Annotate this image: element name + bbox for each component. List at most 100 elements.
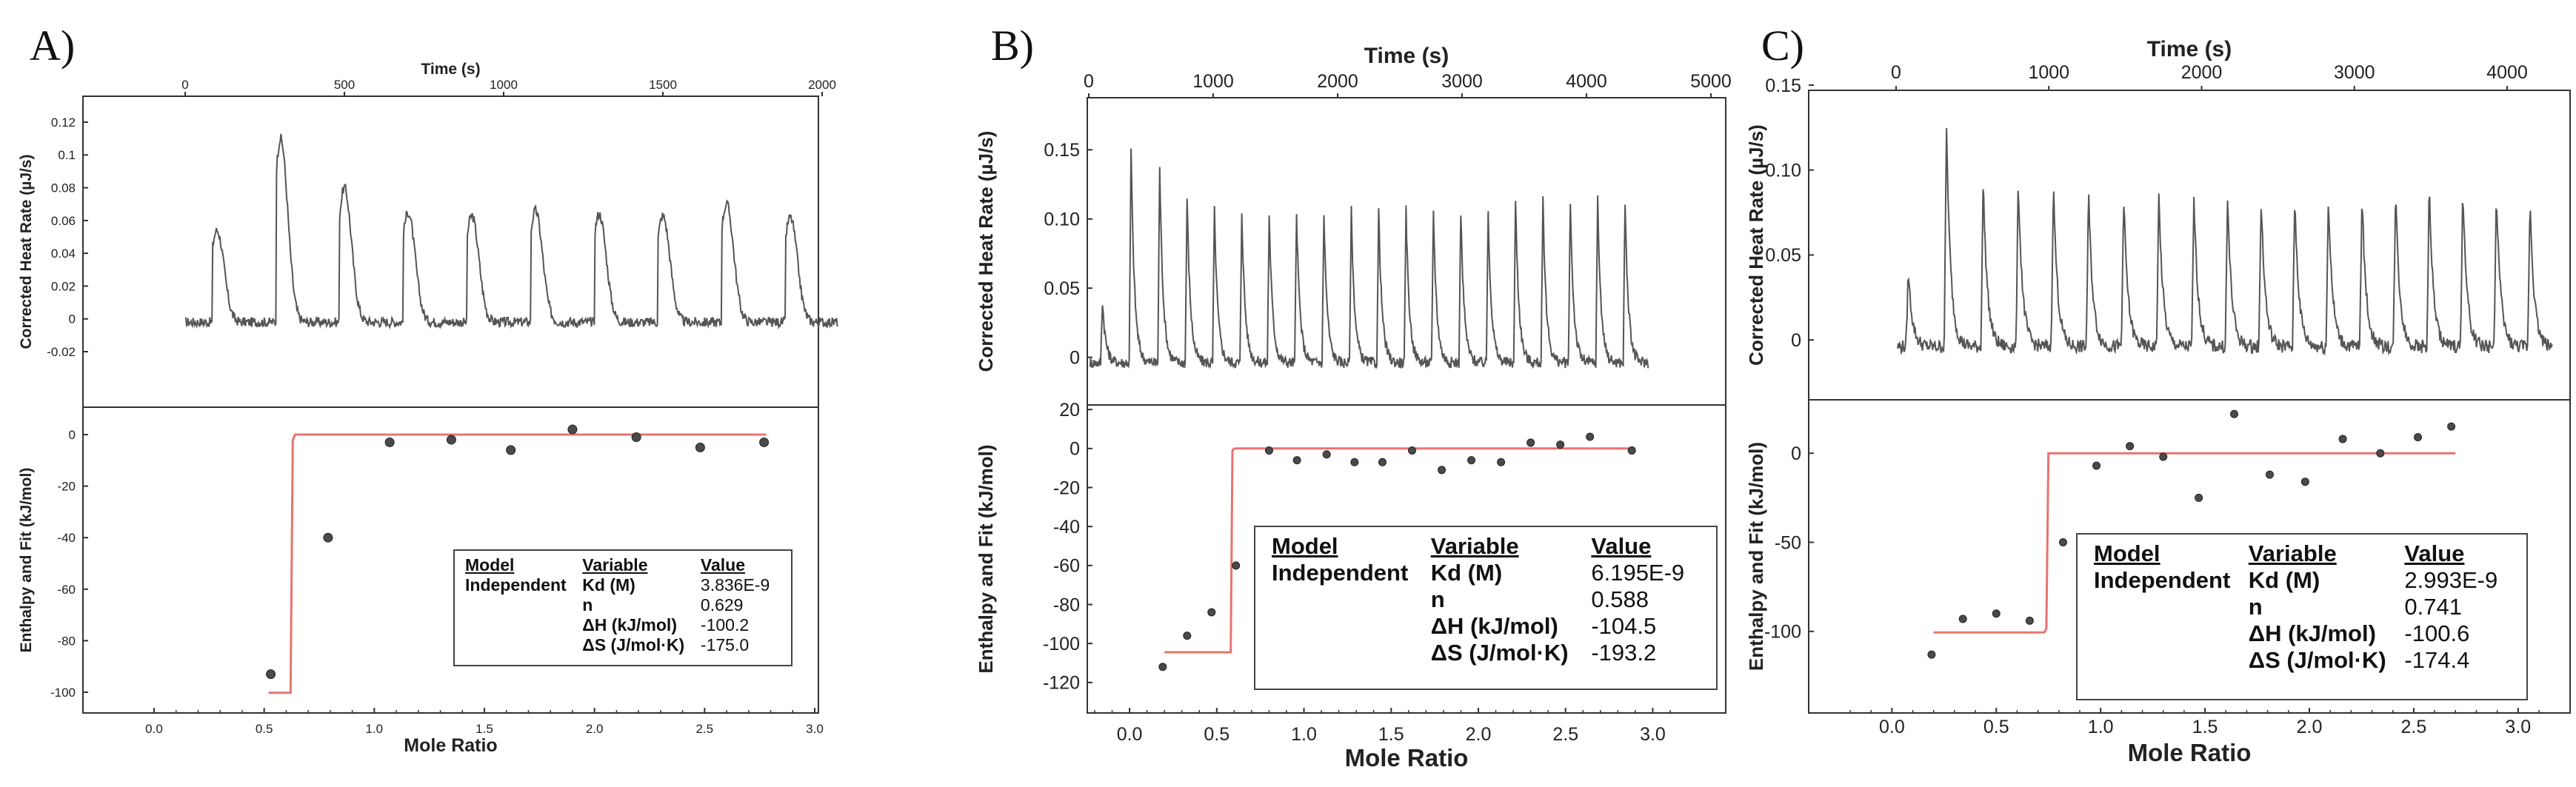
enthalpy-data-point [1232,561,1241,570]
bottom-y-tick-label: -80 [57,634,76,648]
bottom-x-tick-label: 0.5 [1983,717,2009,737]
table-variable: ΔS (J/mol·K) [582,635,685,654]
table-header-value: Value [1591,533,1652,559]
plot-frame [1808,90,2571,714]
enthalpy-data-point [2092,461,2101,470]
top-x-tick-label: 5000 [1690,71,1732,92]
top-y-tick-label: 0.05 [1044,278,1080,299]
enthalpy-data-point [1292,456,1301,465]
enthalpy-data-point [1497,458,1506,466]
top-x-tick-label: 0 [1891,62,1901,83]
table-value: -175.0 [700,635,750,654]
table-variable: Kd (M) [582,575,635,595]
enthalpy-data-point [384,437,395,447]
table-variable: n [2248,594,2263,620]
bottom-y-tick-label: 20 [1059,400,1080,421]
enthalpy-data-point [695,442,705,452]
top-x-tick-label: 3000 [2334,62,2375,83]
panel-label-a: A) [30,21,76,70]
top-y-axis-title: Corrected Heat Rate (µJ/s) [975,131,997,372]
bottom-x-tick-label: 1.0 [2088,717,2114,737]
table-variable: Kd (M) [1430,560,1503,586]
table-variable: ΔH (kJ/mol) [2248,620,2376,646]
top-y-tick-label: 0.06 [51,214,76,228]
top-x-tick-label: 1500 [649,78,677,92]
top-y-tick-label: 0.12 [51,115,76,130]
bottom-x-tick-label: 0.5 [256,722,273,736]
top-y-tick-label: 0.08 [51,181,76,195]
bottom-y-tick-label: -100 [1764,622,1801,643]
table-variable: ΔH (kJ/mol) [1430,613,1558,639]
enthalpy-data-point [1378,458,1387,466]
itc-chart-a: Time (s) 0 500 1000 1500 2000 -0.02 0 0.02 0.04 0.… [18,61,838,756]
table-value: 0.629 [700,595,744,614]
enthalpy-data-point [1556,441,1565,449]
enthalpy-data-point [1264,446,1273,455]
top-y-tick-label: 0.02 [51,279,76,293]
table-value: -193.2 [1591,640,1657,666]
enthalpy-data-point [506,445,516,455]
table-header-value: Value [2404,540,2465,566]
enthalpy-data-point [1526,438,1535,447]
table-model-name: Independent [1272,560,1409,586]
enthalpy-data-point [2230,409,2239,418]
heat-rate-trace [1897,128,2553,356]
enthalpy-data-point [446,435,456,445]
table-header-model: Model [1272,533,1338,559]
bottom-x-tick-label: 1.0 [366,722,384,736]
table-header-variable: Variable [2248,540,2337,566]
top-x-tick-label: 500 [334,78,355,92]
fit-curve [1933,452,2456,634]
bottom-y-tick-label: -60 [1053,556,1080,577]
table-value: 0.588 [1591,586,1649,612]
enthalpy-data-point [631,432,641,442]
top-x-tick-label: 0 [1084,71,1094,92]
bottom-x-tick-label: 1.5 [1378,724,1404,745]
bottom-x-axis-title: Mole Ratio [404,735,497,756]
top-y-tick-label: 0.10 [1765,160,1801,181]
top-x-tick-label: 1000 [2028,62,2069,83]
enthalpy-data-point [1992,609,2001,618]
top-y-tick-label: 0 [1791,330,1801,351]
top-y-axis-title: Corrected Heat Rate (µJ/s) [18,154,35,349]
enthalpy-data-point [2058,538,2067,546]
enthalpy-data-point [1958,614,1967,623]
itc-chart-c: Time (s) 0 1000 2000 3000 4000 0 0.05 0.10 0.15 Co… [1745,37,2571,766]
table-value: 6.195E-9 [1591,560,1685,586]
enthalpy-data-point [1627,446,1636,455]
bottom-y-tick-label: -60 [57,583,76,597]
top-x-tick-label: 1000 [490,78,518,92]
table-value: 0.741 [2404,594,2462,620]
table-header-value: Value [700,555,746,575]
bottom-y-tick-label: 0 [1070,439,1080,460]
table-variable: ΔS (J/mol·K) [2248,647,2386,673]
top-y-tick-label: 0 [69,312,76,326]
bottom-x-tick-label: 3.0 [2505,717,2531,737]
top-y-tick-label: 0.10 [1044,210,1080,230]
fit-curve [1164,447,1635,654]
bottom-y-tick-label: -100 [1043,634,1080,654]
enthalpy-data-point [2159,452,2168,461]
bottom-y-tick-label: -40 [57,531,76,545]
bottom-x-tick-label: 1.5 [2192,717,2218,737]
bottom-y-tick-label: -100 [50,686,76,700]
table-variable: ΔH (kJ/mol) [582,615,677,634]
table-header-model: Model [465,555,515,575]
enthalpy-data-point [567,424,578,435]
enthalpy-data-point [1158,663,1167,672]
enthalpy-data-point [1183,632,1192,640]
enthalpy-data-point [1408,446,1417,455]
table-value: -174.4 [2404,647,2470,673]
enthalpy-data-point [759,437,770,447]
top-x-tick-label: 2000 [2181,62,2223,83]
enthalpy-data-point [2195,493,2203,502]
itc-chart-b: Time (s) 0 1000 2000 3000 4000 5000 0 0.05 0.10 0.… [975,44,1732,771]
top-x-tick-label: 0 [181,78,188,92]
bottom-y-tick-label: 0 [69,428,76,442]
bottom-x-axis-title: Mole Ratio [2128,739,2252,766]
table-header-variable: Variable [1430,533,1519,559]
enthalpy-data-point [1467,456,1476,465]
enthalpy-data-point [1207,608,1216,617]
table-variable: ΔS (J/mol·K) [1430,640,1569,666]
plot-frame [82,96,819,714]
